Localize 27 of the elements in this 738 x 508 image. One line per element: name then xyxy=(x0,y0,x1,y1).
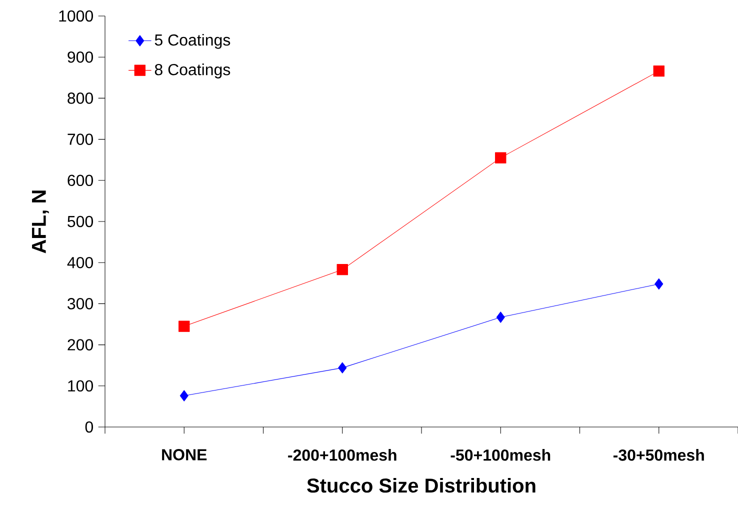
point xyxy=(496,312,505,323)
point xyxy=(654,278,664,290)
y-tick-label: 400 xyxy=(67,256,94,268)
x-tick-label: NONE xyxy=(162,449,207,460)
y-tick-label: 700 xyxy=(68,134,94,145)
point xyxy=(495,152,506,164)
legend-label: 8 Coatings xyxy=(154,64,230,78)
y-tick-label: 200 xyxy=(68,339,94,350)
point xyxy=(336,264,348,276)
x-tick-label: -30+50mesh xyxy=(613,449,704,461)
y-tick-label: 500 xyxy=(68,216,94,228)
y-tick-label: 100 xyxy=(68,380,94,392)
y-tick-label: 300 xyxy=(68,298,94,310)
y-tick-label: 1000 xyxy=(59,10,93,22)
x-tick-label: -200+100mesh xyxy=(288,449,396,461)
y-tick-label: 900 xyxy=(68,51,94,63)
y-tick-label: 600 xyxy=(68,174,94,186)
y-axis-title: AFL, N xyxy=(32,190,49,254)
point xyxy=(178,320,190,332)
y-tick-label: 800 xyxy=(68,92,94,104)
x-tick-label: -50+100mesh xyxy=(450,449,550,461)
point xyxy=(653,65,664,77)
point xyxy=(338,362,347,374)
point xyxy=(180,390,188,402)
legend-label: 5 Coatings xyxy=(154,34,230,49)
x-axis-title: Stucco Size Distribution xyxy=(307,478,536,493)
y-tick-label: 0 xyxy=(85,421,94,433)
